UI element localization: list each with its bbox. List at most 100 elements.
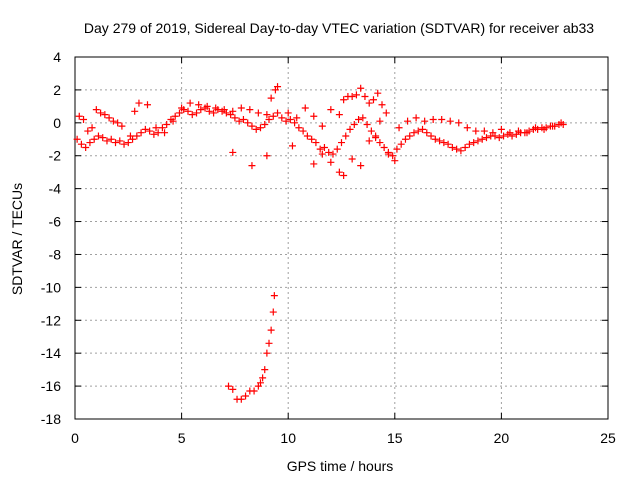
data-point-upper-branch xyxy=(88,124,96,132)
data-point-outliers xyxy=(357,162,365,170)
data-point-upper-branch xyxy=(135,99,143,107)
data-point-upper-branch xyxy=(395,124,403,132)
data-point-main xyxy=(338,139,345,147)
data-point-upper-branch xyxy=(97,109,105,117)
data-point-upper-branch xyxy=(310,112,318,120)
data-point-main xyxy=(401,135,409,143)
data-point-upper-branch xyxy=(114,119,122,127)
data-point-upper-branch xyxy=(378,101,386,109)
data-point-outliers xyxy=(263,152,271,160)
data-point-upper-branch xyxy=(92,106,100,114)
data-point-upper-branch xyxy=(237,104,245,112)
data-point-low-arc xyxy=(269,308,277,316)
data-point-main xyxy=(184,107,192,115)
y-tick-label: 0 xyxy=(53,115,61,131)
data-point-main xyxy=(320,144,328,151)
data-point-upper-branch xyxy=(335,111,343,119)
data-point-upper-branch xyxy=(463,124,471,132)
data-point-main xyxy=(248,122,256,130)
data-point-upper-branch xyxy=(446,117,454,125)
data-point-upper-branch xyxy=(131,107,139,115)
data-point-outliers xyxy=(318,150,326,158)
data-point-main xyxy=(77,140,85,148)
data-point-main xyxy=(325,148,333,156)
data-point-upper-branch xyxy=(274,83,282,91)
data-point-low-arc xyxy=(261,366,269,374)
data-point-main xyxy=(363,120,371,128)
data-point-main xyxy=(482,134,490,142)
data-point-main xyxy=(431,135,439,143)
data-point-main xyxy=(427,132,435,140)
y-tick-label: -14 xyxy=(41,345,61,361)
data-point-main xyxy=(210,109,218,117)
data-point-upper-branch xyxy=(374,89,382,97)
data-point-low-arc xyxy=(267,326,275,334)
data-point-upper-branch xyxy=(169,117,177,125)
data-point-main xyxy=(146,127,154,135)
data-point-main xyxy=(256,124,264,132)
data-point-main xyxy=(112,139,120,147)
data-point-upper-branch xyxy=(301,104,309,112)
data-point-upper-branch xyxy=(220,106,228,114)
data-point-upper-branch xyxy=(229,107,237,115)
data-point-upper-branch xyxy=(352,91,360,99)
plot-frame xyxy=(74,56,609,420)
data-point-main xyxy=(278,114,286,122)
data-point-main xyxy=(103,137,111,145)
data-point-main xyxy=(495,134,503,142)
data-point-main xyxy=(342,132,350,140)
y-tick-label: -2 xyxy=(49,148,62,164)
data-point-upper-branch xyxy=(327,106,335,114)
data-point-upper-branch xyxy=(412,114,420,122)
data-point-upper-branch xyxy=(506,129,514,137)
x-tick-label: 15 xyxy=(387,430,403,446)
y-tick-label: -6 xyxy=(49,214,62,230)
data-point-main xyxy=(269,112,277,120)
data-point-main xyxy=(355,116,363,124)
grid-lines xyxy=(75,57,608,419)
data-point-upper-branch xyxy=(438,116,446,124)
data-point-main xyxy=(120,140,128,148)
data-point-main xyxy=(457,147,465,155)
data-point-upper-branch xyxy=(186,99,194,107)
data-point-outliers xyxy=(391,157,399,165)
data-point-upper-branch xyxy=(540,125,548,133)
data-point-upper-branch xyxy=(152,124,160,132)
data-point-upper-branch xyxy=(118,122,126,130)
data-point-upper-branch xyxy=(455,119,463,127)
data-point-main xyxy=(500,132,508,140)
data-point-upper-branch xyxy=(514,127,522,135)
y-tick-label: -8 xyxy=(49,246,62,262)
data-point-low-arc xyxy=(242,392,250,400)
data-point-low-arc xyxy=(237,395,245,403)
data-point-upper-branch xyxy=(267,94,275,102)
data-point-main xyxy=(333,145,341,153)
data-point-main xyxy=(393,145,401,153)
data-point-main xyxy=(448,144,456,151)
data-point-upper-branch xyxy=(365,99,373,107)
y-tick-label: -4 xyxy=(49,181,62,197)
data-point-main xyxy=(133,132,141,140)
data-point-upper-branch xyxy=(369,96,377,104)
data-point-upper-branch xyxy=(109,117,117,125)
data-point-main xyxy=(316,145,324,153)
y-tick-label: 4 xyxy=(53,49,61,65)
data-point-upper-branch xyxy=(340,96,348,104)
data-point-main xyxy=(329,150,337,158)
data-point-upper-branch xyxy=(549,122,557,130)
data-point-main xyxy=(346,125,354,133)
data-point-low-arc xyxy=(265,339,273,347)
x-tick-label: 0 xyxy=(71,430,79,446)
y-tick-label: 2 xyxy=(53,82,61,98)
data-point-main xyxy=(376,139,384,147)
data-point-outliers xyxy=(348,155,356,163)
data-point-main xyxy=(453,145,461,153)
data-point-upper-branch xyxy=(143,101,151,109)
data-point-main xyxy=(440,139,448,147)
data-point-main xyxy=(175,109,183,117)
data-point-main xyxy=(158,124,166,132)
data-point-main xyxy=(86,139,94,147)
data-point-main xyxy=(465,140,473,148)
data-point-upper-branch xyxy=(178,104,186,112)
data-point-low-arc xyxy=(256,379,264,387)
